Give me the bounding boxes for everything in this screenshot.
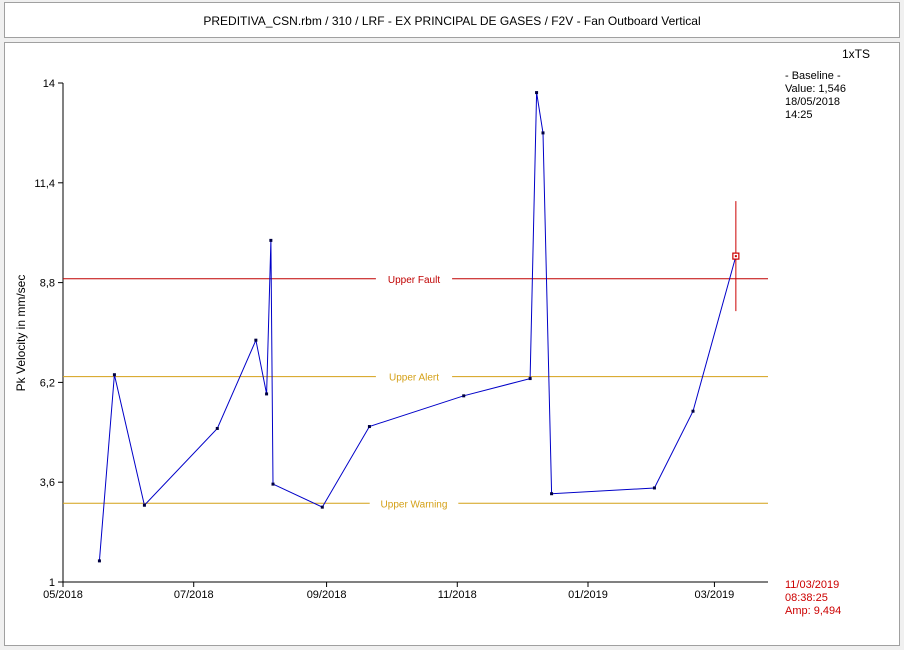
- trend-line: [98, 92, 737, 561]
- x-tick-label: 05/2018: [43, 589, 83, 601]
- y-axis-label: Pk Velocity in mm/sec: [14, 275, 28, 392]
- y-tick-label: 8,8: [40, 278, 55, 290]
- plot-frame[interactable]: [4, 42, 900, 646]
- window-title-bar: PREDITIVA_CSN.rbm / 310 / LRF - EX PRINC…: [4, 2, 900, 38]
- y-tick-label: 6,2: [40, 377, 55, 389]
- data-point[interactable]: [541, 131, 545, 135]
- data-point[interactable]: [652, 486, 656, 490]
- data-point[interactable]: [528, 377, 532, 381]
- x-tick-label: 07/2018: [174, 589, 214, 601]
- cursor-time: 08:38:25: [785, 592, 828, 604]
- baseline-date: 18/05/2018: [785, 96, 840, 108]
- data-point[interactable]: [462, 394, 466, 398]
- window-title: PREDITIVA_CSN.rbm / 310 / LRF - EX PRINC…: [203, 14, 701, 28]
- baseline-time: 14:25: [785, 109, 813, 121]
- data-point[interactable]: [269, 238, 273, 242]
- data-point[interactable]: [112, 373, 116, 377]
- y-tick-label: 3,6: [40, 477, 55, 489]
- data-point[interactable]: [691, 409, 695, 413]
- data-point[interactable]: [254, 338, 258, 342]
- upper-alert-label-bg: [375, 370, 453, 383]
- x-tick-label: 03/2019: [695, 589, 735, 601]
- data-point[interactable]: [535, 91, 539, 95]
- data-point[interactable]: [142, 503, 146, 507]
- x-tick-label: 01/2019: [568, 589, 608, 601]
- baseline-label: - Baseline -: [785, 70, 841, 82]
- data-point[interactable]: [265, 392, 269, 396]
- cursor-marker-dot: [734, 255, 737, 258]
- upper-alert-label: Upper Alert: [389, 373, 439, 384]
- cursor-date: 11/03/2019: [785, 579, 839, 591]
- data-point[interactable]: [320, 505, 324, 509]
- y-tick-label: 14: [43, 78, 55, 90]
- upper-fault-label-bg: [375, 272, 453, 285]
- y-tick-label: 11,4: [34, 178, 55, 190]
- x-tick-label: 09/2018: [307, 589, 347, 601]
- upper-warning-label: Upper Warning: [381, 499, 448, 510]
- upper-warning-label-bg: [369, 497, 459, 510]
- y-tick-label: 1: [49, 577, 55, 589]
- mode-label: 1xTS: [842, 47, 870, 61]
- data-point[interactable]: [97, 559, 101, 563]
- upper-fault-label: Upper Fault: [388, 275, 440, 286]
- baseline-value: Value: 1,546: [785, 83, 846, 95]
- cursor-amp: Amp: 9,494: [785, 605, 841, 617]
- x-tick-label: 11/2018: [438, 589, 477, 601]
- data-point[interactable]: [550, 492, 554, 496]
- data-point[interactable]: [271, 482, 275, 486]
- data-point[interactable]: [367, 425, 371, 429]
- data-point[interactable]: [215, 426, 219, 430]
